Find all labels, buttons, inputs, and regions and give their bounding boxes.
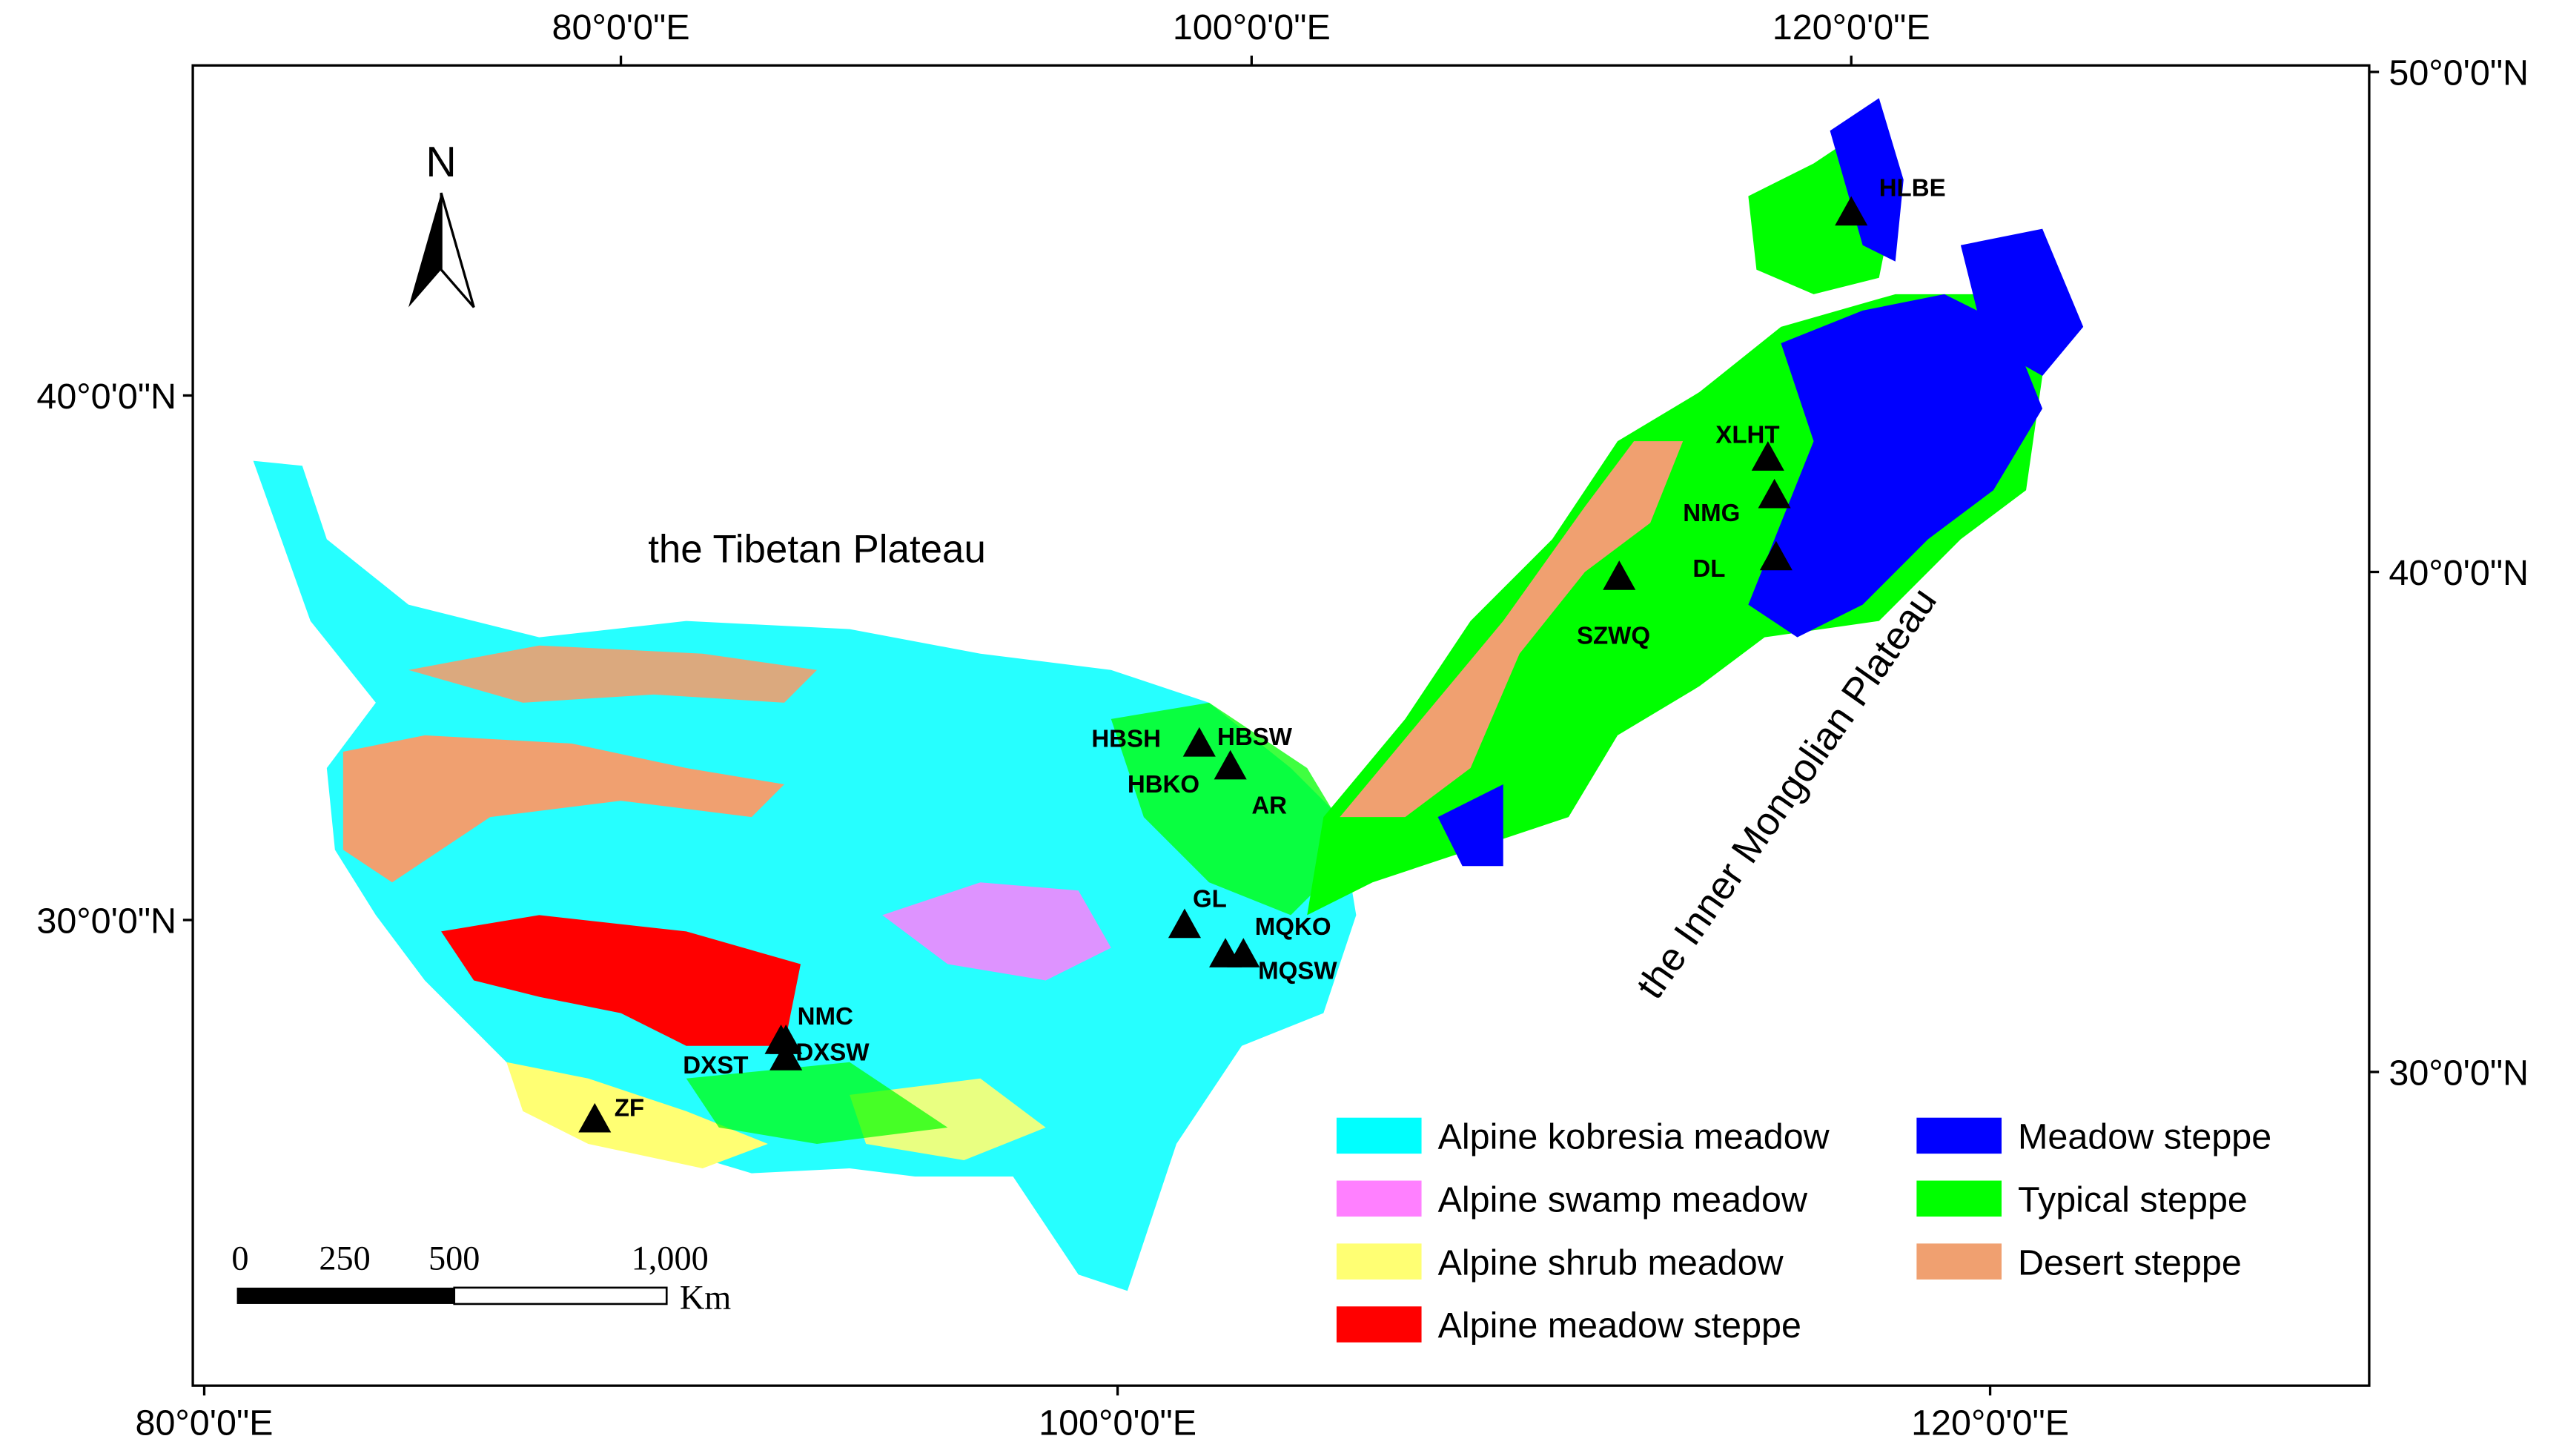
site-marker [1227, 938, 1260, 967]
scale-label: 250 [319, 1240, 370, 1278]
region-label: the Tibetan Plateau [648, 527, 986, 571]
legend-label: Alpine swamp meadow [1438, 1179, 1808, 1220]
site-marker [1751, 441, 1784, 471]
site-marker [1603, 560, 1636, 590]
north-label: N [426, 139, 456, 186]
site-label: DXSW [795, 1039, 870, 1067]
top-axis-label: 100°0'0"E [1173, 7, 1331, 47]
site-label: NMG [1683, 500, 1740, 527]
legend-swatch [1336, 1180, 1422, 1217]
legend-swatch [1336, 1243, 1422, 1280]
legend-swatch [1916, 1243, 2002, 1280]
right-axis-label: 40°0'0"N [2389, 553, 2529, 593]
site-label: HBSH [1091, 725, 1161, 752]
legend-label: Meadow steppe [2018, 1117, 2271, 1157]
scale-bar: 0 250 500 1,000 Km [231, 1240, 731, 1317]
legend-label: Desert steppe [2018, 1242, 2242, 1283]
top-axis-label: 80°0'0"E [552, 7, 690, 47]
legend-swatch [1336, 1117, 1422, 1154]
site-label: AR [1251, 792, 1287, 820]
site-marker [769, 1025, 803, 1054]
scale-label: 0 [231, 1240, 248, 1278]
site-marker [1759, 540, 1793, 571]
site-marker [1835, 196, 1868, 226]
site-label: DXST [683, 1052, 748, 1079]
site-label: XLHT [1715, 421, 1779, 449]
legend-swatch [1336, 1306, 1422, 1343]
site-label: GL [1193, 885, 1227, 913]
ticks [182, 56, 2380, 1396]
site-marker [1214, 749, 1247, 780]
site-label: SZWQ [1577, 622, 1650, 649]
site-label: NMC [798, 1003, 853, 1030]
right-axis-label: 50°0'0"N [2389, 53, 2529, 93]
legend-label: Typical steppe [2018, 1179, 2248, 1220]
left-axis-label: 30°0'0"N [36, 901, 176, 942]
bottom-axis-label: 100°0'0"E [1039, 1403, 1196, 1443]
site-marker [1758, 478, 1791, 509]
site-marker [1168, 908, 1201, 939]
site-label: HBKO [1128, 771, 1199, 798]
site-marker [578, 1102, 612, 1133]
right-axis-label: 30°0'0"N [2389, 1053, 2529, 1093]
legend-swatch [1916, 1180, 2002, 1217]
site-label: DL [1692, 555, 1725, 583]
legend-label: Alpine shrub meadow [1438, 1242, 1784, 1283]
sites: HLBE XLHT NMG DL SZWQ HBSH HBSW HBKO AR GL MQKO MQS… [578, 175, 1946, 1133]
legend-label: Alpine kobresia meadow [1438, 1117, 1830, 1157]
site-label: ZF [615, 1094, 644, 1122]
site-label: HLBE [1879, 175, 1946, 202]
site-label: MQKO [1255, 913, 1331, 941]
left-axis-label: 40°0'0"N [36, 377, 176, 417]
scale-label: 1,000 [632, 1240, 709, 1278]
scale-unit: Km [680, 1280, 731, 1317]
scale-label: 500 [428, 1240, 480, 1278]
vegetation [253, 98, 2084, 1291]
legend-swatch [1916, 1117, 2002, 1154]
legend-label: Alpine meadow steppe [1438, 1306, 1801, 1346]
legend: Alpine kobresia meadow Alpine swamp meado… [1336, 1117, 2271, 1346]
site-label: MQSW [1258, 957, 1337, 985]
site-marker [769, 1041, 803, 1071]
top-axis-label: 120°0'0"E [1772, 7, 1930, 47]
site-marker [1182, 727, 1216, 757]
site-label: HBSW [1217, 724, 1293, 751]
bottom-axis-label: 80°0'0"E [136, 1403, 274, 1443]
bottom-axis-label: 120°0'0"E [1911, 1403, 2069, 1443]
